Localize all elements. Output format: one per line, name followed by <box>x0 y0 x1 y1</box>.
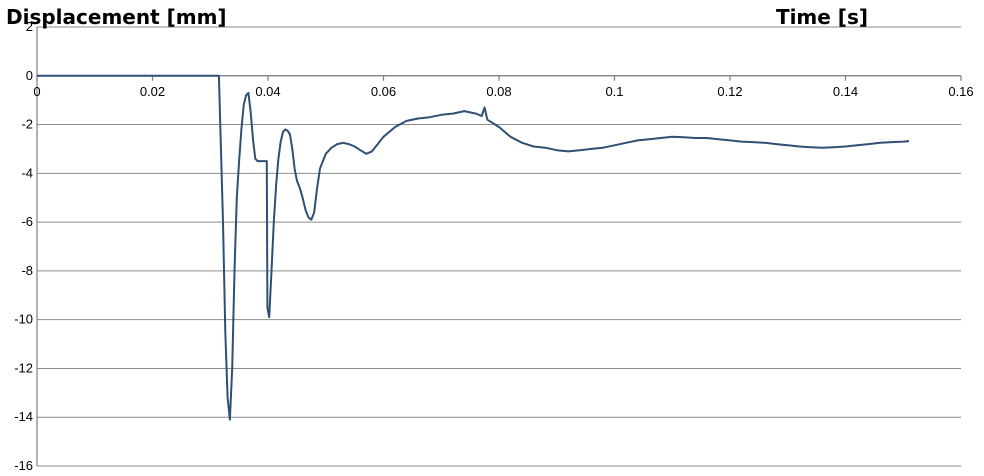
tick-labels: 2 0 -2 -4 -6 -8 -10 -12 -14 -16 0 0.02 0.04 0.06 0.08 0… <box>14 19 973 473</box>
x-tick-label: 0.14 <box>833 84 858 99</box>
y-tick-label: -12 <box>14 360 33 375</box>
displacement-series-line <box>37 74 910 421</box>
series-layer <box>37 74 910 421</box>
x-axis-label: Time [s] <box>776 5 868 29</box>
x-tick-label: 0.02 <box>140 84 165 99</box>
y-tick-label: -2 <box>21 117 33 132</box>
x-tick-label: 0 <box>33 84 40 99</box>
x-tick-label: 0.06 <box>371 84 396 99</box>
y-tick-label: -14 <box>14 409 33 424</box>
y-tick-label: -4 <box>21 165 33 180</box>
x-tick-label: 0.08 <box>486 84 511 99</box>
y-tick-label: -8 <box>21 263 33 278</box>
x-tick-label: 0.04 <box>255 84 280 99</box>
y-axis-label: Displacement [mm] <box>6 5 227 29</box>
y-tick-label: -10 <box>14 312 33 327</box>
y-tick-label: -6 <box>21 214 33 229</box>
y-tick-label: 2 <box>26 19 33 34</box>
x-tick-label: 0.16 <box>948 84 973 99</box>
x-tick-label: 0.12 <box>717 84 742 99</box>
x-tick-label: 0.1 <box>605 84 623 99</box>
y-tick-label: 0 <box>26 68 33 83</box>
y-tick-label: -16 <box>14 458 33 473</box>
